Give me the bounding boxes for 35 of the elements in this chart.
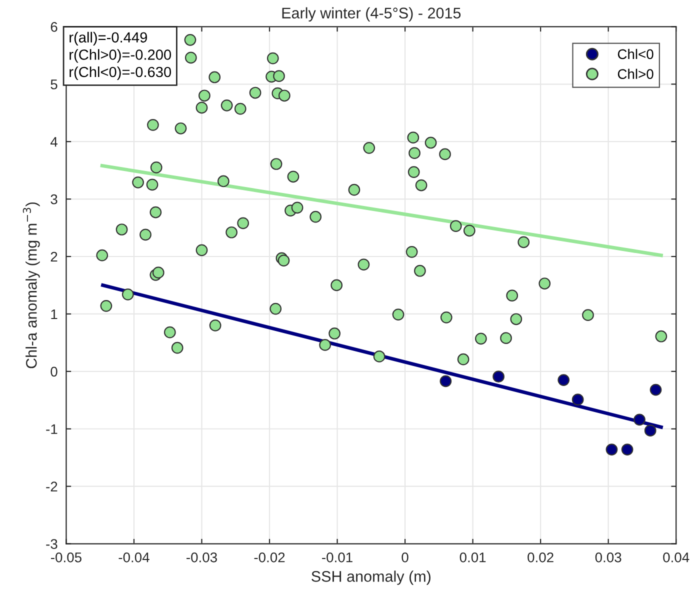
y-tick-label: -3 [46, 539, 58, 549]
x-tick-label: -0.01 [322, 552, 352, 562]
x-tick-label: 0 [402, 552, 408, 562]
y-tick-label: 2 [50, 252, 58, 262]
y-tick-label: 4 [50, 137, 58, 147]
x-tick-label: -0.02 [254, 552, 285, 562]
point [621, 444, 634, 456]
y-tick-label: 3 [50, 194, 58, 204]
y-tick-label: -1 [46, 424, 58, 434]
x-tick-label: 0.04 [663, 552, 690, 562]
x-tick-label: 0.01 [460, 552, 486, 562]
point [606, 444, 618, 456]
x-axis-title: SSH anomaly (m) [312, 570, 430, 585]
annotation: r(all)=-0.449 r(Chl>0)=-0.200 r(Chl<0)=-0.630 [70, 32, 172, 80]
y-tick-label: 1 [51, 309, 58, 319]
point [572, 394, 584, 406]
point [558, 374, 570, 386]
y-tick-label: -2 [46, 482, 58, 492]
point [492, 370, 504, 383]
legend-label: Chl<0 [618, 48, 654, 60]
x-tick-label: 0.03 [595, 552, 622, 562]
point [644, 424, 656, 437]
chart-title: Early winter (4-5°S) - 2015 [282, 7, 461, 22]
x-tick-label: 0.02 [528, 552, 554, 562]
legend-label: Chl>0 [618, 68, 654, 79]
point [650, 384, 662, 396]
y-tick-label: 0 [50, 366, 58, 377]
x-tick-label: -0.05 [51, 552, 82, 562]
point [440, 375, 452, 388]
x-tick-label: -0.03 [186, 552, 217, 562]
point [634, 414, 646, 426]
y-tick-label: 6 [50, 22, 58, 32]
y-tick-label: 5 [50, 80, 58, 90]
y-axis-title: Chl-a anomaly (mg m$^{−3}$) [22, 202, 40, 368]
x-tick-label: -0.04 [118, 552, 150, 562]
